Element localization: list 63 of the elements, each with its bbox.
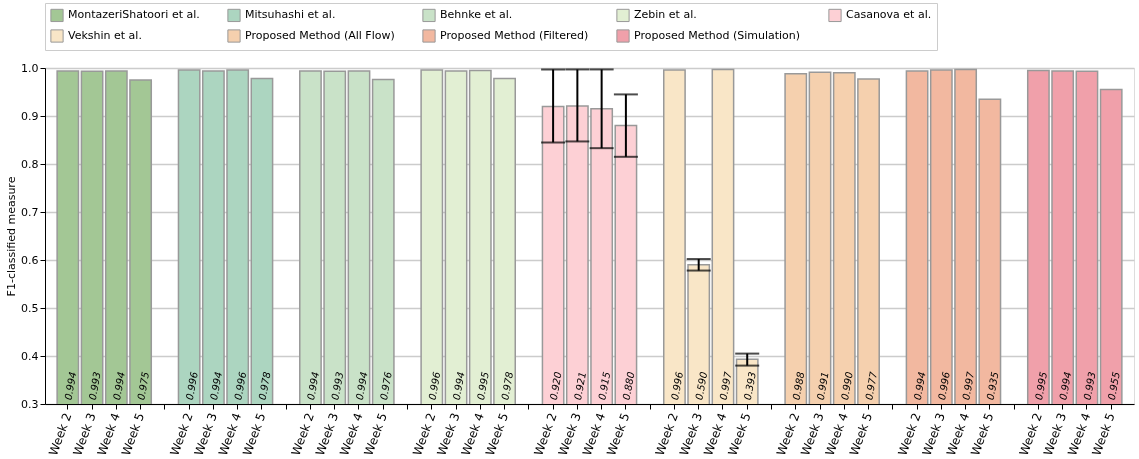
data-label: 0.978 bbox=[499, 370, 516, 401]
data-label: 0.994 bbox=[1057, 370, 1074, 401]
x-tick-label: Week 5 bbox=[968, 411, 997, 458]
x-tick-label: Week 5 bbox=[604, 411, 633, 458]
data-label: 0.975 bbox=[135, 370, 152, 401]
legend-label: Proposed Method (All Flow) bbox=[245, 29, 395, 42]
data-label: 0.935 bbox=[984, 370, 1001, 401]
legend-label: Mitsuhashi et al. bbox=[245, 8, 336, 22]
y-tick-label: 0.7 bbox=[21, 205, 39, 219]
data-label: 0.997 bbox=[717, 370, 734, 401]
x-tick-label: Week 5 bbox=[1089, 411, 1118, 458]
data-label: 0.988 bbox=[790, 370, 807, 401]
y-tick-label: 0.4 bbox=[21, 349, 39, 363]
data-label: 0.996 bbox=[936, 370, 952, 401]
legend-label: MontazeriShatoori et al. bbox=[68, 8, 200, 22]
data-label: 0.997 bbox=[960, 370, 977, 401]
data-label: 0.393 bbox=[742, 370, 758, 401]
data-label: 0.976 bbox=[378, 370, 394, 401]
data-label: 0.915 bbox=[596, 370, 613, 401]
data-label: 0.977 bbox=[863, 370, 880, 401]
data-label: 0.993 bbox=[1081, 370, 1098, 401]
x-tick-label: Week 5 bbox=[482, 411, 512, 458]
legend-label: Proposed Method (Simulation) bbox=[634, 29, 801, 42]
data-label: 0.990 bbox=[839, 370, 855, 401]
data-label: 0.996 bbox=[232, 370, 249, 401]
data-label: 0.993 bbox=[86, 370, 103, 401]
data-label: 0.995 bbox=[1033, 370, 1049, 401]
data-label: 0.994 bbox=[208, 370, 224, 401]
data-label: 0.994 bbox=[305, 370, 322, 401]
data-label: 0.994 bbox=[353, 370, 370, 401]
data-label: 0.995 bbox=[475, 370, 491, 401]
y-tick-label: 0.3 bbox=[21, 397, 39, 411]
y-tick-label: 0.9 bbox=[21, 109, 39, 123]
x-tick-label: Week 5 bbox=[361, 411, 390, 458]
data-label: 0.590 bbox=[693, 370, 710, 401]
legend-label: Casanova et al. bbox=[846, 8, 932, 22]
data-label: 0.921 bbox=[572, 370, 588, 401]
x-tick-label: Week 5 bbox=[240, 411, 269, 458]
y-tick-label: 1.0 bbox=[21, 61, 39, 75]
legend-label: Vekshin et al. bbox=[68, 29, 142, 42]
data-label: 0.996 bbox=[183, 370, 200, 401]
data-label: 0.880 bbox=[620, 370, 637, 401]
y-tick-label: 0.6 bbox=[21, 253, 39, 267]
legend-label: Proposed Method (Filtered) bbox=[440, 29, 589, 42]
x-tick-label: Week 5 bbox=[725, 411, 754, 458]
data-label: 0.993 bbox=[329, 370, 346, 401]
data-label: 0.955 bbox=[1105, 370, 1122, 401]
data-label: 0.994 bbox=[111, 370, 127, 401]
data-label: 0.978 bbox=[256, 370, 273, 401]
data-label: 0.920 bbox=[547, 370, 564, 401]
y-tick-label: 0.8 bbox=[21, 157, 39, 171]
y-tick-label: 0.5 bbox=[21, 301, 39, 315]
data-label: 0.994 bbox=[62, 370, 79, 401]
data-label: 0.991 bbox=[814, 370, 831, 401]
data-label: 0.996 bbox=[669, 370, 686, 401]
data-label: 0.996 bbox=[426, 370, 443, 401]
x-tick-label: Week 5 bbox=[846, 411, 876, 458]
data-label: 0.994 bbox=[450, 370, 467, 401]
y-axis-title: F1-classified measure bbox=[5, 176, 19, 297]
x-tick-label: Week 5 bbox=[118, 411, 148, 458]
data-label: 0.994 bbox=[911, 370, 928, 401]
legend-label: Zebin et al. bbox=[634, 8, 697, 22]
legend-label: Behnke et al. bbox=[440, 8, 513, 22]
